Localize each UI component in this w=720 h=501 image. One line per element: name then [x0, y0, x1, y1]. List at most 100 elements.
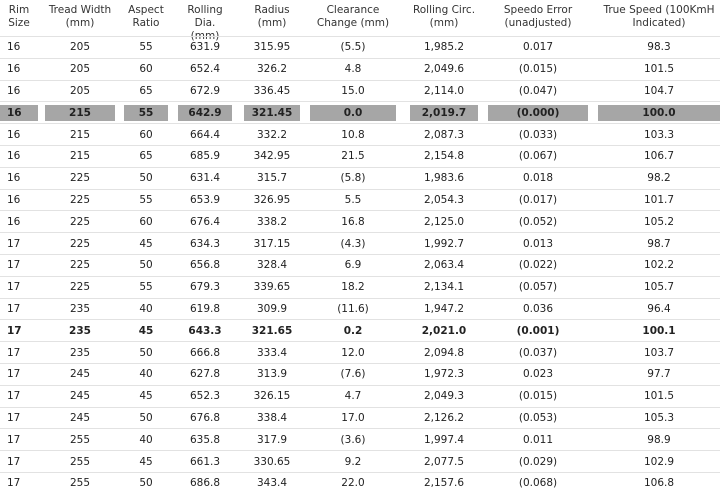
- table-cell: 225: [69, 215, 91, 228]
- table-cell: 17: [7, 324, 22, 337]
- table-cell: (5.8): [340, 172, 366, 185]
- table-cell: 634.3: [189, 237, 221, 250]
- table-cell: 205: [69, 63, 91, 76]
- table-cell: 326.95: [253, 193, 291, 206]
- table-cell: 4.7: [344, 390, 362, 403]
- table-cell: (0.053): [518, 411, 558, 424]
- table-cell: 672.9: [189, 84, 221, 97]
- table-row: 17 235 50 666.8 333.4 12.0 2,094.8 (0.037) 103.7: [0, 341, 720, 363]
- table-cell: 653.9: [189, 193, 221, 206]
- table-cell: 215: [69, 150, 91, 163]
- table-cell: 45: [139, 237, 153, 250]
- table-cell: 106.7: [643, 150, 675, 163]
- table-cell: 17: [7, 455, 21, 468]
- table-cell: 55: [124, 105, 168, 122]
- table-cell: 18.2: [341, 281, 365, 294]
- table-cell: (0.015): [518, 390, 558, 403]
- column-header: True Speed (100KmH Indicated): [603, 4, 715, 29]
- table-cell: 2,049.3: [423, 390, 465, 403]
- table-cell: 101.5: [643, 390, 675, 403]
- table-row: 16 225 50 631.4 315.7 (5.8) 1,983.6 0.018 98.2: [0, 166, 720, 189]
- table-cell: 102.2: [643, 259, 675, 272]
- table-cell: (0.033): [518, 128, 558, 141]
- table-cell: 619.8: [189, 302, 221, 315]
- table-cell: 17: [7, 302, 21, 315]
- table-cell: 2,063.4: [423, 259, 465, 272]
- table-cell: 315.7: [256, 172, 288, 185]
- table-cell: 5.5: [344, 193, 362, 206]
- table-cell: 16: [7, 172, 21, 185]
- table-cell: 225: [69, 193, 91, 206]
- table-cell: 97.7: [647, 368, 671, 381]
- column-header: Tread Width (mm): [48, 4, 112, 29]
- table-cell: 98.3: [647, 41, 671, 54]
- table-cell: 664.4: [189, 128, 221, 141]
- table-cell: 45: [138, 324, 154, 337]
- table-cell: 16: [0, 105, 38, 122]
- table-row: 16 215 60 664.4 332.2 10.8 2,087.3 (0.033) 103.3: [0, 123, 720, 145]
- table-cell: 2,125.0: [423, 215, 465, 228]
- column-header: Radius (mm): [254, 4, 290, 29]
- table-cell: 16.8: [341, 215, 365, 228]
- table-cell: 105.3: [643, 411, 675, 424]
- table-cell: (0.067): [518, 150, 558, 163]
- table-cell: (0.017): [518, 193, 558, 206]
- table-cell: 12.0: [341, 346, 365, 359]
- table-cell: 321.45: [244, 105, 300, 122]
- table-cell: 103.7: [643, 346, 675, 359]
- table-cell: 676.8: [189, 411, 221, 424]
- table-row: 16 225 55 653.9 326.95 5.5 2,054.3 (0.017) 101.7: [0, 188, 720, 211]
- table-cell: 245: [69, 390, 91, 403]
- table-cell: 16: [7, 128, 21, 141]
- table-cell: 2,126.2: [423, 411, 465, 424]
- table-cell: 631.4: [189, 172, 221, 185]
- table-cell: 16: [7, 215, 21, 228]
- table-cell: 0.023: [522, 368, 554, 381]
- table-cell: 328.4: [256, 259, 288, 272]
- table-row: 17 225 55 679.3 339.65 18.2 2,134.1 (0.057) 105.…: [0, 275, 720, 298]
- table-cell: 0.036: [522, 302, 554, 315]
- table-cell: 255: [69, 433, 91, 446]
- table-row: 16 225 60 676.4 338.2 16.8 2,125.0 (0.052) 105.2: [0, 210, 720, 232]
- table-cell: 17: [7, 433, 21, 446]
- table-cell: 2,114.0: [423, 84, 465, 97]
- table-cell: 1,972.3: [423, 368, 465, 381]
- table-row: 16 205 65 672.9 336.45 15.0 2,114.0 (0.047) 104.…: [0, 79, 720, 102]
- table-cell: 0.013: [522, 237, 554, 250]
- table-cell: 0.0: [310, 105, 396, 122]
- table-cell: (0.015): [518, 63, 558, 76]
- column-header: Clearance Change (mm): [316, 4, 390, 29]
- table-row: 17 255 40 635.8 317.9 (3.6) 1,997.4 0.011 98.9: [0, 428, 720, 450]
- table-cell: 338.4: [256, 411, 288, 424]
- table-cell: 676.4: [189, 215, 221, 228]
- table-cell: 55: [139, 193, 153, 206]
- table-row: 17 245 50 676.8 338.4 17.0 2,126.2 (0.053) 105.3: [0, 406, 720, 429]
- table-cell: 1,997.4: [423, 433, 465, 446]
- table-cell: 10.8: [341, 128, 365, 141]
- table-cell: 98.7: [647, 237, 671, 250]
- table-cell: 17: [7, 477, 21, 490]
- table-cell: 17: [7, 259, 21, 272]
- table-cell: 2,087.3: [423, 128, 465, 141]
- table-cell: 643.3: [188, 324, 222, 337]
- table-cell: 4.8: [344, 63, 362, 76]
- table-cell: 631.9: [189, 41, 221, 54]
- table-row: 17 255 45 661.3 330.65 9.2 2,077.5 (0.029) 102.9: [0, 450, 720, 472]
- table-cell: 101.7: [643, 193, 675, 206]
- table-row: 16 205 60 652.4 326.2 4.8 2,049.6 (0.015) 101.5: [0, 57, 720, 80]
- table-cell: (11.6): [337, 302, 369, 315]
- table-cell: 245: [69, 411, 91, 424]
- table-cell: (0.022): [518, 259, 558, 272]
- table-row: 17 225 50 656.8 328.4 6.9 2,063.4 (0.022) 102.2: [0, 254, 720, 276]
- table-cell: 40: [139, 368, 153, 381]
- table-cell: 6.9: [344, 259, 362, 272]
- table-cell: 343.4: [256, 477, 288, 490]
- table-cell: 255: [69, 455, 91, 468]
- table-cell: 2,054.3: [423, 193, 465, 206]
- table-cell: 45: [139, 455, 153, 468]
- table-cell: 2,077.5: [423, 455, 465, 468]
- column-header: Rim Size: [8, 4, 30, 29]
- table-cell: 685.9: [189, 150, 221, 163]
- table-cell: (7.6): [340, 368, 366, 381]
